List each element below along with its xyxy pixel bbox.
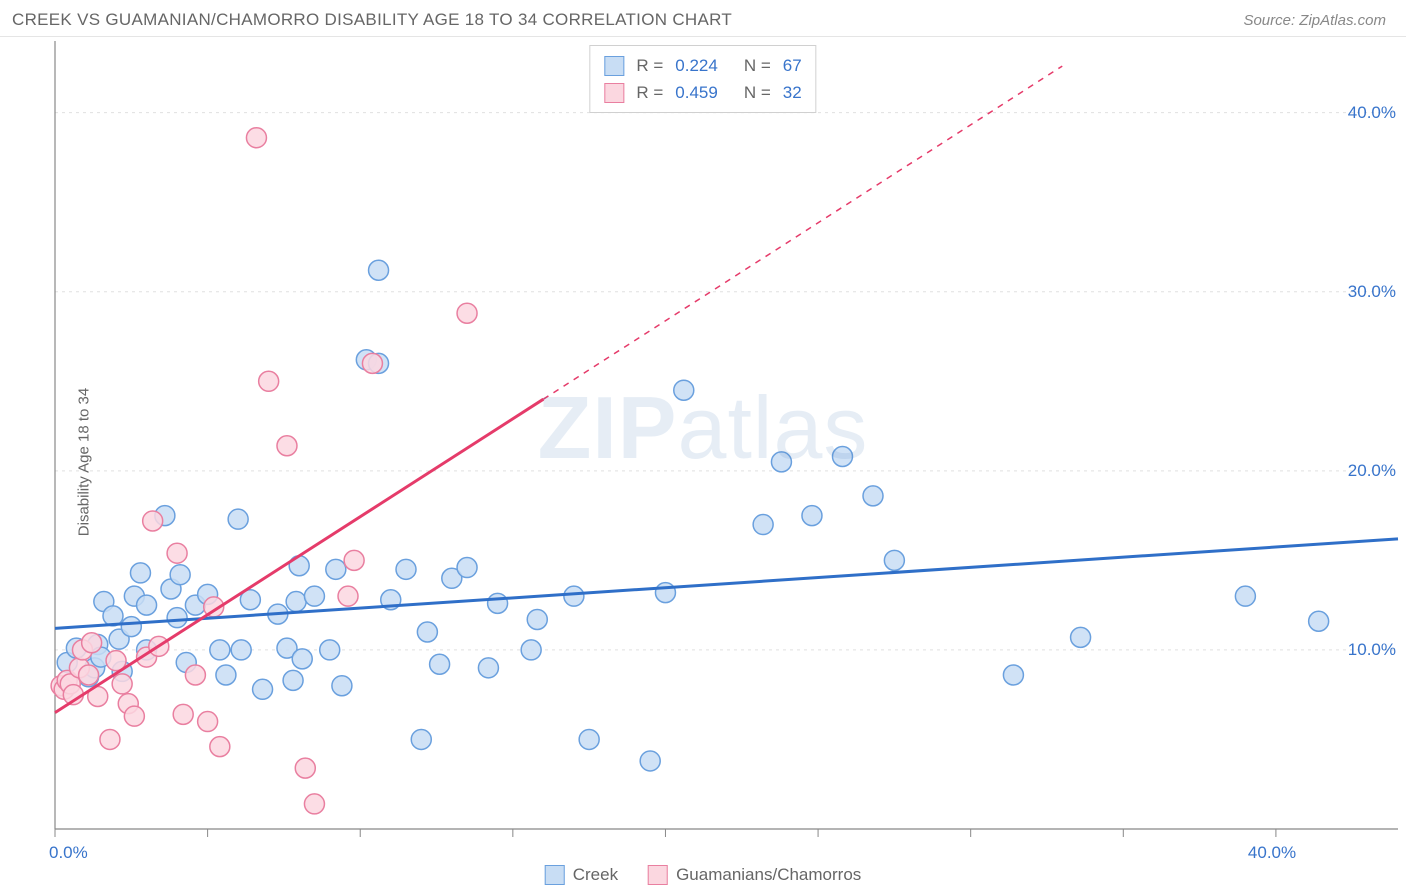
y-tick-label: 40.0% [1348, 103, 1396, 123]
scatter-chart [0, 37, 1406, 877]
y-axis-label: Disability Age 18 to 34 [76, 388, 93, 536]
y-tick-label: 30.0% [1348, 282, 1396, 302]
r-value: 0.459 [675, 79, 718, 106]
legend-swatch [604, 83, 624, 103]
n-value: 67 [783, 52, 802, 79]
legend-swatch [604, 56, 624, 76]
legend-swatch [648, 865, 668, 885]
r-value: 0.224 [675, 52, 718, 79]
y-tick-label: 20.0% [1348, 461, 1396, 481]
r-label: R = [636, 52, 663, 79]
legend-item: Guamanians/Chamorros [648, 865, 861, 885]
r-label: R = [636, 79, 663, 106]
x-tick-label: 0.0% [49, 843, 88, 863]
stats-legend-row: R = 0.459 N = 32 [604, 79, 801, 106]
n-label: N = [744, 52, 771, 79]
chart-header: CREEK VS GUAMANIAN/CHAMORRO DISABILITY A… [0, 0, 1406, 37]
chart-source: Source: ZipAtlas.com [1243, 12, 1386, 29]
stats-legend: R = 0.224 N = 67 R = 0.459 N = 32 [589, 45, 816, 113]
n-label: N = [744, 79, 771, 106]
chart-title: CREEK VS GUAMANIAN/CHAMORRO DISABILITY A… [12, 10, 732, 30]
series-legend: Creek Guamanians/Chamorros [545, 865, 862, 885]
legend-label: Guamanians/Chamorros [676, 865, 861, 885]
legend-item: Creek [545, 865, 618, 885]
y-tick-label: 10.0% [1348, 640, 1396, 660]
stats-legend-row: R = 0.224 N = 67 [604, 52, 801, 79]
n-value: 32 [783, 79, 802, 106]
chart-area: Disability Age 18 to 34 ZIPatlas R = 0.2… [0, 37, 1406, 887]
legend-swatch [545, 865, 565, 885]
x-tick-label: 40.0% [1248, 843, 1296, 863]
legend-label: Creek [573, 865, 618, 885]
